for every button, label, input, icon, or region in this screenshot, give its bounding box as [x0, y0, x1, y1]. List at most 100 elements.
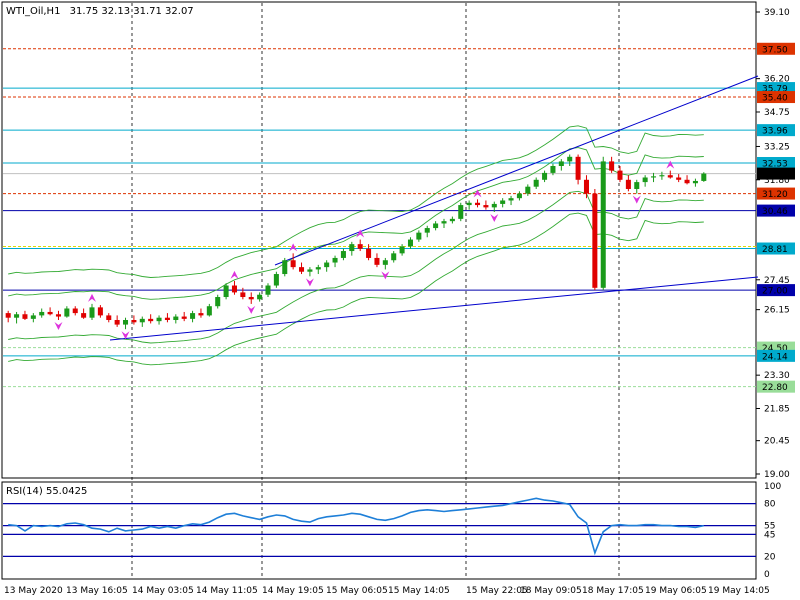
price-level-label: 24.14 [762, 352, 788, 362]
rsi-line [8, 497, 704, 556]
candle-body [5, 313, 11, 318]
candle-body [30, 315, 36, 319]
candle-body [659, 175, 665, 177]
price-level-tag [757, 204, 795, 217]
price-level-tag [757, 42, 795, 55]
candle-body [39, 311, 45, 316]
candle-body [684, 179, 690, 184]
candle-body [542, 172, 548, 180]
price-level-label: 24.50 [762, 344, 788, 354]
candlesticks [5, 154, 707, 330]
candle-body [508, 198, 514, 201]
candle-body [491, 203, 497, 208]
lower-trendline [109, 276, 759, 341]
candle-body [190, 313, 196, 319]
fractal-markers [54, 160, 675, 340]
time-label: 13 May 2020 [4, 586, 63, 596]
fractal-up-marker [289, 243, 298, 252]
price-tick-label: 36.20 [764, 75, 790, 85]
envelope-lower-mid-band [8, 190, 704, 344]
candle-body [123, 320, 129, 325]
fractal-down-marker [247, 305, 256, 314]
candle-body [206, 306, 212, 316]
trendlines [109, 75, 759, 341]
candle-body [609, 161, 615, 171]
candle-body [433, 223, 439, 229]
price-level-label: 32.07 [762, 170, 788, 180]
candle-body [701, 173, 707, 181]
candle-body [181, 316, 187, 319]
candle-body [583, 179, 589, 194]
candle-body [651, 176, 657, 178]
fractal-down-marker [54, 322, 63, 330]
price-level-tag [757, 124, 795, 137]
candle-body [265, 285, 271, 295]
price-level-tag [757, 284, 795, 297]
fractal-down-marker [121, 331, 130, 340]
candle-body [106, 315, 112, 320]
price-tick-label: 27.45 [764, 276, 790, 286]
price-tick-label: 34.75 [764, 108, 790, 118]
fractal-up-marker [356, 229, 365, 238]
candle-body [22, 314, 28, 319]
candle-body [89, 307, 95, 318]
candle-body [625, 179, 631, 189]
candle-body [72, 308, 78, 314]
candle-body [198, 313, 204, 316]
candle-body [382, 260, 388, 265]
rsi-header: RSI(14) 55.0425 [6, 486, 87, 497]
candle-body [307, 269, 313, 272]
time-label: 18 May 09:05 [520, 586, 582, 596]
price-level-label: 33.96 [762, 127, 788, 137]
price-level-label: 27.00 [762, 287, 788, 297]
candle-body [248, 297, 254, 300]
candle-body [399, 246, 405, 254]
candle-body [458, 205, 464, 219]
price-level-label: 32.53 [762, 160, 788, 170]
candle-body [349, 244, 355, 252]
candle-body [617, 170, 623, 180]
candle-body [97, 307, 103, 316]
candle-body [366, 248, 372, 258]
candle-body [223, 285, 229, 298]
price-tick-label: 23.30 [764, 371, 790, 381]
candle-body [282, 260, 288, 275]
candle-body [449, 218, 455, 222]
time-label: 15 May 22:05 [466, 586, 528, 596]
envelope-upper-mid-band [8, 147, 704, 300]
rsi-tick-label: 0 [764, 570, 770, 580]
time-label: 15 May 14:05 [388, 586, 450, 596]
price-tick-label: 21.85 [764, 404, 790, 414]
candle-body [558, 161, 564, 166]
price-level-tag [757, 157, 795, 170]
symbol-header: WTI_Oil,H1 31.75 32.13 31.71 32.07 [6, 6, 194, 17]
price-tick-label: 31.80 [764, 176, 790, 186]
candle-body [391, 253, 397, 261]
candle-body [14, 314, 20, 318]
candle-body [55, 314, 61, 317]
price-level-label: 28.81 [762, 245, 788, 255]
candle-body [240, 292, 246, 298]
candle-body [533, 179, 539, 187]
candle-body [64, 308, 70, 317]
time-label: 19 May 06:05 [645, 586, 707, 596]
fractal-up-marker [230, 270, 239, 279]
price-tick-label: 39.10 [764, 8, 790, 18]
price-level-label: 22.80 [762, 383, 788, 393]
candle-body [567, 156, 573, 162]
candle-body [315, 267, 321, 270]
candle-body [114, 320, 120, 325]
candle-body [324, 262, 330, 268]
envelope-bands [8, 125, 704, 366]
fractal-up-marker [473, 189, 482, 198]
main-chart-frame [1, 1, 757, 479]
candle-body [81, 313, 87, 318]
candle-body [156, 317, 162, 322]
candle-body [466, 202, 472, 206]
candle-body [424, 228, 430, 233]
time-label: 15 May 06:05 [326, 586, 388, 596]
time-label: 14 May 19:05 [262, 586, 324, 596]
